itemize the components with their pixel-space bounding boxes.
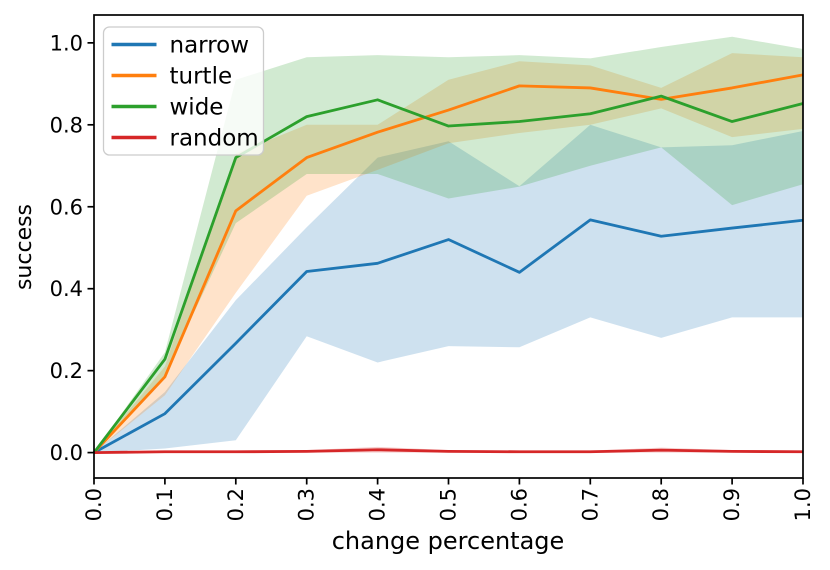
x-tick-label: 0.3 — [295, 488, 319, 521]
legend-item-random: random — [111, 126, 259, 152]
line-turtle — [92, 73, 804, 454]
legend-label-random: random — [170, 126, 259, 152]
tick-marks — [87, 42, 804, 485]
x-tick-label: 1.0 — [791, 488, 815, 521]
legend-label-wide: wide — [170, 95, 224, 121]
legend-label-narrow: narrow — [170, 33, 250, 59]
x-tick-label: 0.6 — [507, 488, 531, 521]
series-lines — [92, 73, 804, 454]
band-narrow — [94, 124, 803, 453]
x-tick-label: 0.5 — [437, 488, 461, 521]
x-tick-label: 0.9 — [720, 488, 744, 521]
legend-item-turtle: turtle — [111, 64, 233, 90]
y-tick-label: 0.4 — [50, 277, 83, 301]
x-tick-label: 0.4 — [366, 488, 390, 521]
y-tick-label: 0.8 — [50, 113, 83, 137]
x-tick-label: 0.7 — [578, 488, 602, 521]
x-tick-label: 0.2 — [224, 488, 248, 521]
band-turtle — [94, 53, 803, 453]
y-axis-label: success — [12, 204, 37, 290]
line-wide — [92, 94, 804, 454]
legend-label-turtle: turtle — [170, 64, 233, 90]
y-tick-label: 1.0 — [50, 31, 83, 55]
y-tick-label: 0.6 — [50, 195, 83, 219]
x-tick-label: 0.8 — [649, 488, 673, 521]
legend-box — [102, 26, 265, 156]
legend-item-narrow: narrow — [111, 33, 250, 59]
x-axis-label: change percentage — [332, 527, 565, 555]
legend: narrow turtle wide random — [102, 26, 265, 156]
band-wide — [94, 36, 803, 453]
line-random — [93, 448, 804, 454]
legend-item-wide: wide — [111, 95, 224, 121]
y-tick-label: 0.0 — [50, 441, 83, 465]
y-tick-label: 0.2 — [50, 359, 83, 383]
x-tick-label: 0.1 — [153, 488, 177, 521]
x-tick-label: 0.0 — [82, 488, 106, 521]
tick-labels: 0.0 0.1 0.2 0.3 0.4 0.5 0.6 0.7 0.8 0.9 1.0 0.0 0.2 0… — [50, 31, 815, 521]
line-narrow — [93, 218, 804, 454]
